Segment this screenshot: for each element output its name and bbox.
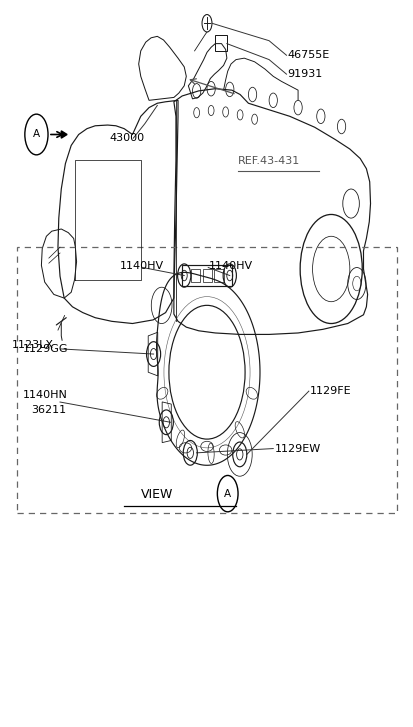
Text: 1129EW: 1129EW	[274, 443, 320, 454]
Text: 43000: 43000	[109, 133, 145, 143]
Text: 1140HV: 1140HV	[120, 261, 164, 271]
Text: 1129GG: 1129GG	[23, 344, 68, 354]
Text: 1129FE: 1129FE	[309, 386, 351, 396]
Text: 91931: 91931	[287, 69, 322, 79]
Bar	[202, 269, 211, 282]
Text: 46755E: 46755E	[287, 50, 329, 60]
Text: VIEW: VIEW	[141, 488, 173, 501]
Bar	[214, 269, 223, 282]
Text: A: A	[33, 129, 40, 140]
Bar	[191, 269, 200, 282]
Text: 1140HV: 1140HV	[209, 261, 253, 271]
Polygon shape	[61, 131, 67, 138]
Bar	[17, 247, 396, 513]
Text: 1123LX: 1123LX	[12, 340, 53, 350]
Text: REF.43-431: REF.43-431	[237, 156, 299, 166]
Text: 36211: 36211	[31, 405, 66, 415]
Text: A: A	[223, 489, 231, 499]
Text: 1140HN: 1140HN	[23, 390, 67, 401]
